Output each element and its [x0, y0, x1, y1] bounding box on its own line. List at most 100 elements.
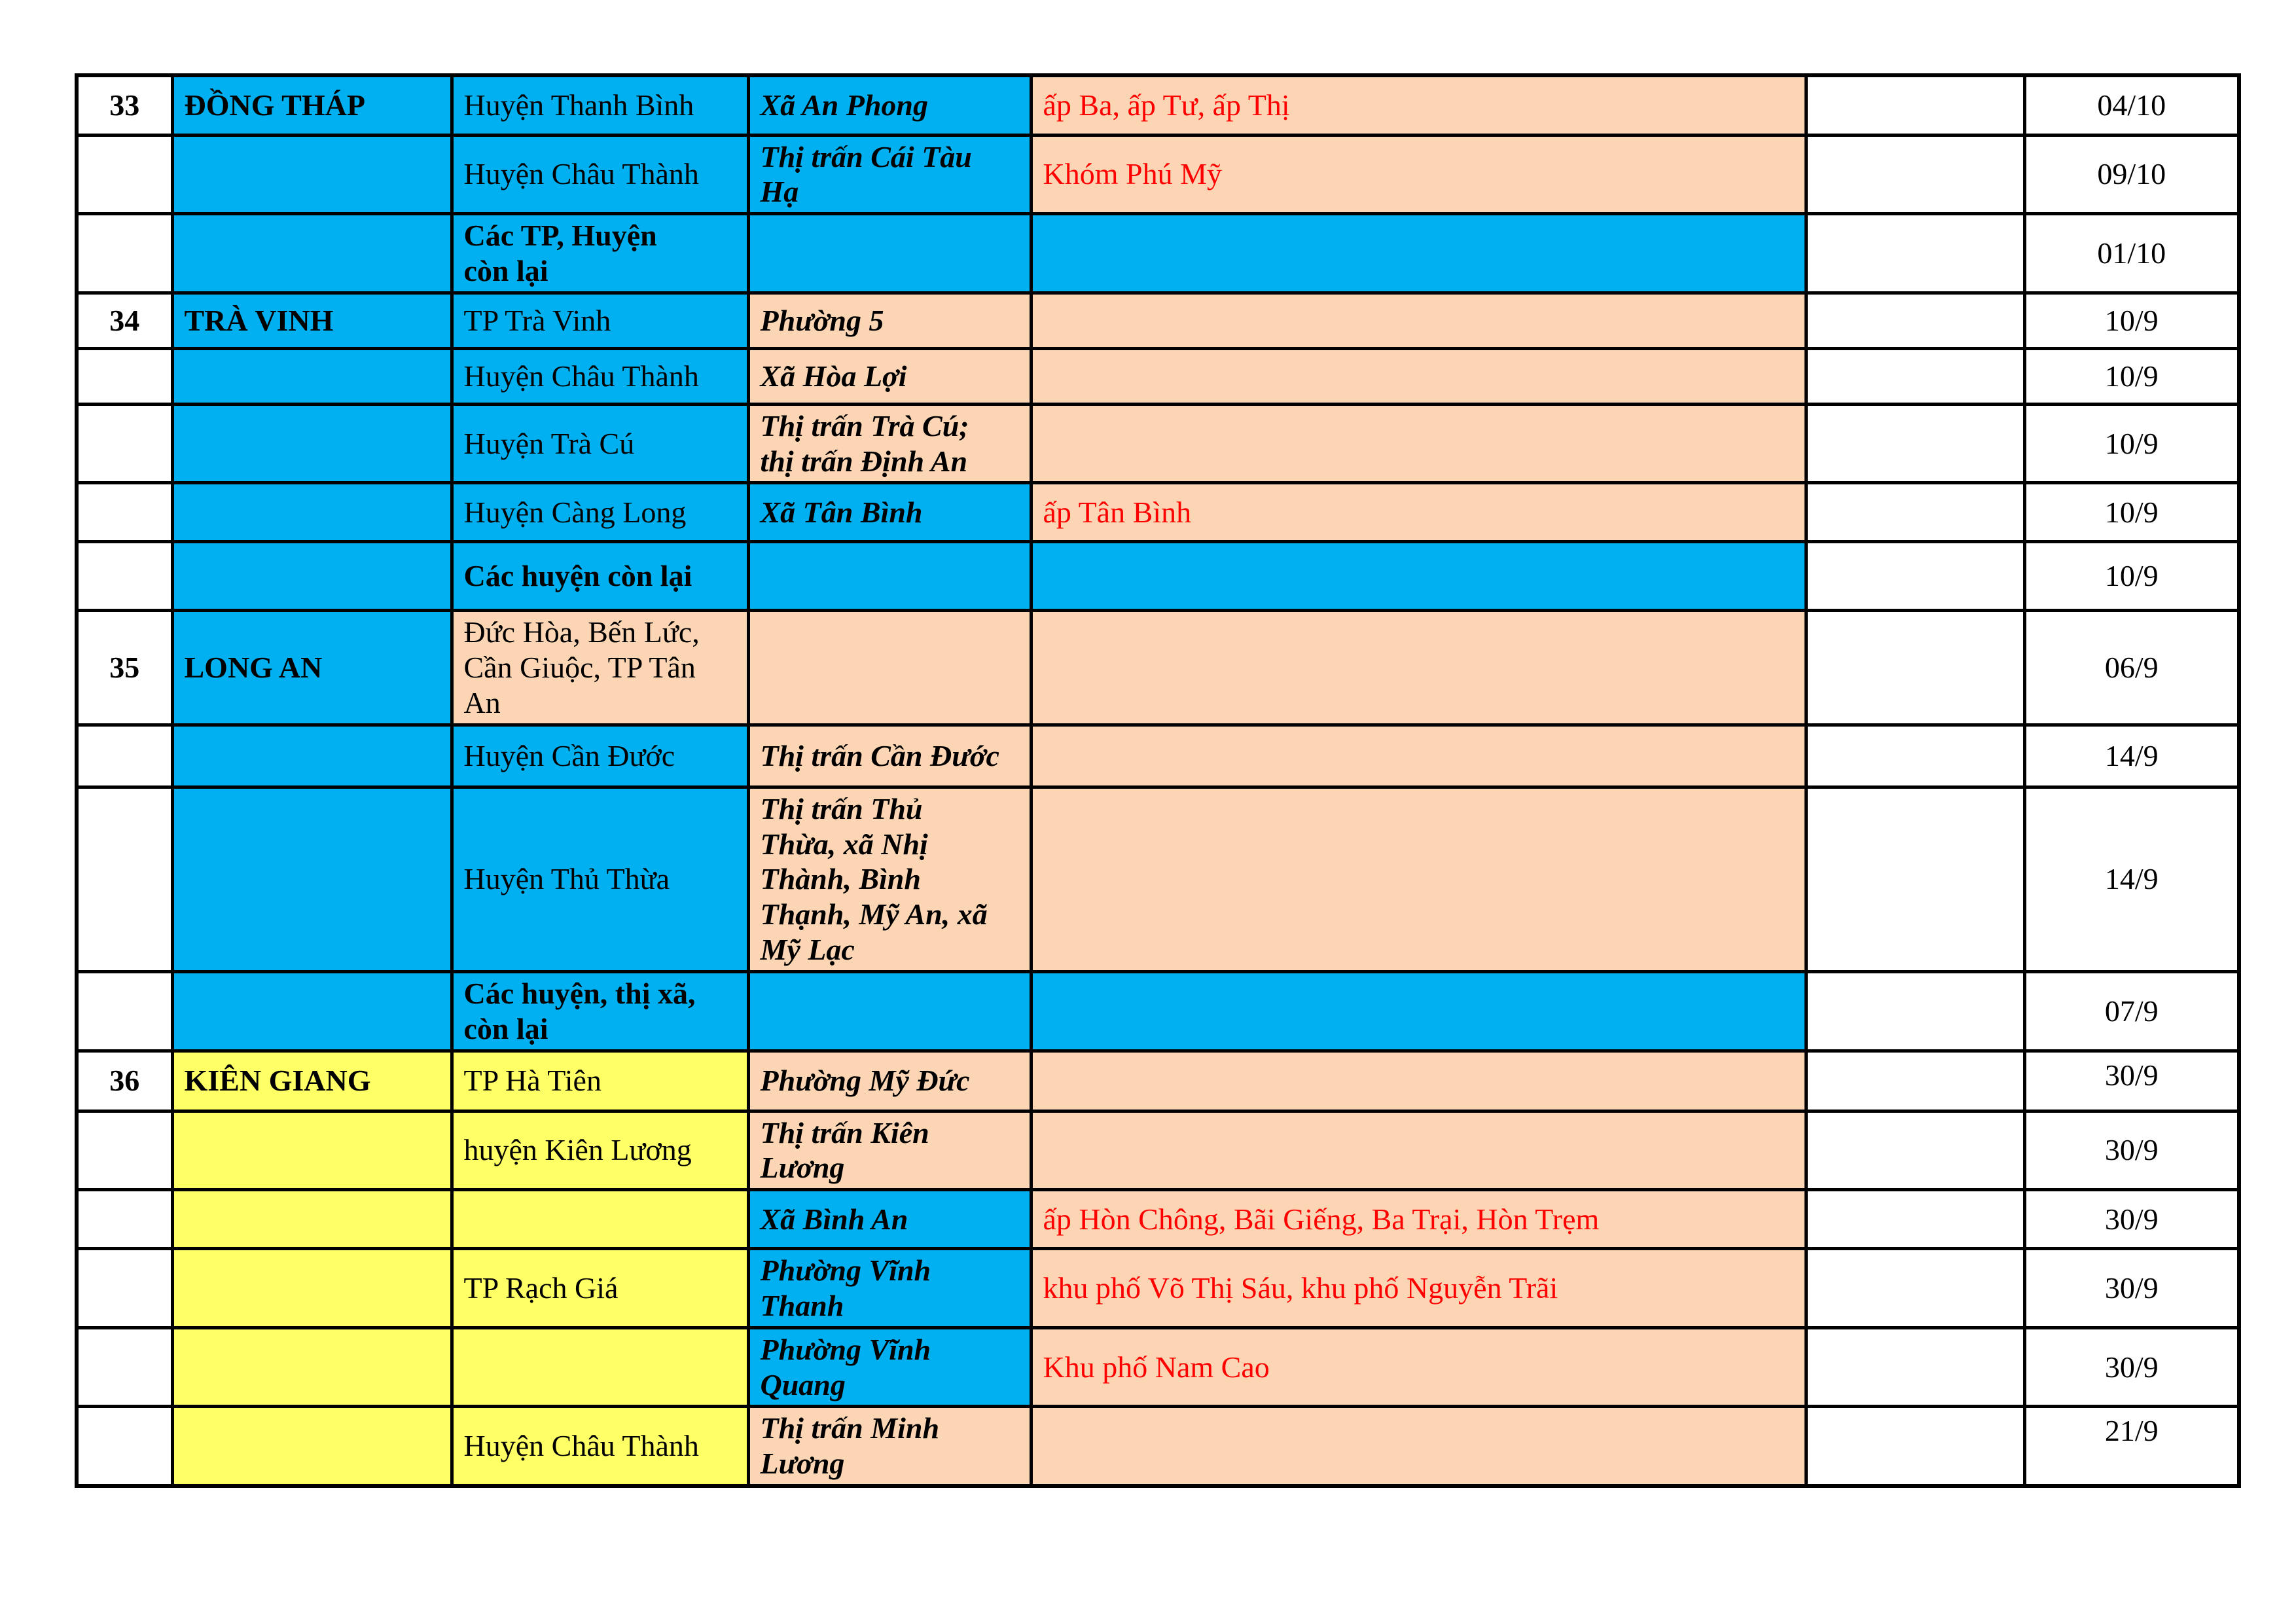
date-cell: 04/10: [2022, 73, 2241, 137]
spacer-cell: [1804, 723, 2026, 789]
table-row: TP Rạch Giá Phường Vĩnh Thanh khu phố Võ…: [75, 1247, 2241, 1329]
spacer-cell: [1804, 346, 2026, 406]
ward-cell: [746, 212, 1033, 295]
ward-cell: Phường Vĩnh Thanh: [746, 1247, 1033, 1329]
date-cell: 06/9: [2022, 609, 2241, 727]
table-row: Các TP, Huyện còn lại 01/10: [75, 212, 2241, 295]
stt-cell: 34: [75, 291, 174, 350]
stt-cell: [75, 1109, 174, 1192]
hamlet-detail-cell: [1029, 723, 1808, 789]
district-cell: Các TP, Huyện còn lại: [450, 212, 750, 295]
district-cell: Huyện Cần Đước: [450, 723, 750, 789]
district-cell: Huyện Càng Long: [450, 481, 750, 544]
table-row: huyện Kiên Lương Thị trấn Kiên Lương 30/…: [75, 1109, 2241, 1192]
province-cell: [170, 540, 454, 613]
province-schedule-table: 33 ĐỒNG THÁP Huyện Thanh Bình Xã An Phon…: [75, 73, 2241, 1488]
hamlet-detail-cell: [1029, 212, 1808, 295]
stt-cell: [75, 346, 174, 406]
date-cell: 10/9: [2022, 346, 2241, 406]
ward-cell: [746, 969, 1033, 1053]
date-cell: 14/9: [2022, 785, 2241, 973]
table-row: Các huyện, thị xã, còn lại 07/9: [75, 969, 2241, 1053]
date-cell: 10/9: [2022, 481, 2241, 544]
hamlet-detail-cell: [1029, 402, 1808, 485]
province-cell: [170, 969, 454, 1053]
hamlet-detail-cell: ấp Hòn Chông, Bãi Giếng, Ba Trại, Hòn Tr…: [1029, 1188, 1808, 1251]
district-cell: Các huyện, thị xã, còn lại: [450, 969, 750, 1053]
stt-cell: [75, 1405, 174, 1488]
stt-cell: [75, 1326, 174, 1409]
table-row: Huyện Châu Thành Xã Hòa Lợi 10/9: [75, 346, 2241, 406]
table-row: Xã Bình An ấp Hòn Chông, Bãi Giếng, Ba T…: [75, 1188, 2241, 1251]
ward-cell: Thị trấn Cần Đước: [746, 723, 1033, 789]
district-cell: [450, 1326, 750, 1409]
ward-cell: Thị trấn Kiên Lương: [746, 1109, 1033, 1192]
date-cell: 10/9: [2022, 402, 2241, 485]
ward-cell: Xã Hòa Lợi: [746, 346, 1033, 406]
table-row: Huyện Trà Cú Thị trấn Trà Cú; thị trấn Đ…: [75, 402, 2241, 485]
spacer-cell: [1804, 969, 2026, 1053]
stt-cell: 33: [75, 73, 174, 137]
stt-cell: [75, 540, 174, 613]
table-row: Huyện Châu Thành Thị trấn Minh Lương 21/…: [75, 1405, 2241, 1488]
spacer-cell: [1804, 481, 2026, 544]
stt-cell: [75, 785, 174, 973]
province-cell: [170, 481, 454, 544]
spacer-cell: [1804, 609, 2026, 727]
date-cell: 07/9: [2022, 969, 2241, 1053]
province-cell: [170, 133, 454, 216]
table-row: Phường Vĩnh Quang Khu phố Nam Cao 30/9: [75, 1326, 2241, 1409]
spacer-cell: [1804, 73, 2026, 137]
province-cell: [170, 1247, 454, 1329]
date-cell: 21/9: [2022, 1405, 2241, 1488]
ward-cell: Thị trấn Trà Cú; thị trấn Định An: [746, 402, 1033, 485]
ward-cell: Thị trấn Minh Lương: [746, 1405, 1033, 1488]
hamlet-detail-cell: ấp Tân Bình: [1029, 481, 1808, 544]
spacer-cell: [1804, 291, 2026, 350]
spacer-cell: [1804, 1405, 2026, 1488]
district-cell: Huyện Châu Thành: [450, 1405, 750, 1488]
hamlet-detail-cell: [1029, 1049, 1808, 1113]
district-cell: TP Rạch Giá: [450, 1247, 750, 1329]
date-cell: 10/9: [2022, 540, 2241, 613]
ward-cell: [746, 540, 1033, 613]
stt-cell: [75, 402, 174, 485]
spacer-cell: [1804, 540, 2026, 613]
stt-cell: 36: [75, 1049, 174, 1113]
hamlet-detail-cell: ấp Ba, ấp Tư, ấp Thị: [1029, 73, 1808, 137]
district-cell: Huyện Châu Thành: [450, 133, 750, 216]
ward-cell: Xã An Phong: [746, 73, 1033, 137]
district-cell: TP Trà Vinh: [450, 291, 750, 350]
spacer-cell: [1804, 133, 2026, 216]
date-cell: 30/9: [2022, 1326, 2241, 1409]
spacer-cell: [1804, 212, 2026, 295]
date-cell: 30/9: [2022, 1247, 2241, 1329]
date-cell: 09/10: [2022, 133, 2241, 216]
spacer-cell: [1804, 1247, 2026, 1329]
date-cell: 30/9: [2022, 1109, 2241, 1192]
date-cell: 01/10: [2022, 212, 2241, 295]
spacer-cell: [1804, 1326, 2026, 1409]
hamlet-detail-cell: [1029, 1405, 1808, 1488]
table-row: Huyện Châu Thành Thị trấn Cái Tàu Hạ Khó…: [75, 133, 2241, 216]
hamlet-detail-cell: [1029, 785, 1808, 973]
province-cell: [170, 1188, 454, 1251]
table-row: Huyện Cần Đước Thị trấn Cần Đước 14/9: [75, 723, 2241, 789]
province-cell: [170, 1326, 454, 1409]
district-cell: Huyện Châu Thành: [450, 346, 750, 406]
table-row: 33 ĐỒNG THÁP Huyện Thanh Bình Xã An Phon…: [75, 73, 2241, 137]
spacer-cell: [1804, 1109, 2026, 1192]
table-row: Huyện Thủ Thừa Thị trấn Thủ Thừa, xã Nhị…: [75, 785, 2241, 973]
hamlet-detail-cell: [1029, 969, 1808, 1053]
ward-cell: Xã Bình An: [746, 1188, 1033, 1251]
district-cell: TP Hà Tiên: [450, 1049, 750, 1113]
hamlet-detail-cell: [1029, 346, 1808, 406]
province-cell: [170, 1405, 454, 1488]
province-cell: TRÀ VINH: [170, 291, 454, 350]
ward-cell: Thị trấn Thủ Thừa, xã Nhị Thành, Bình Th…: [746, 785, 1033, 973]
hamlet-detail-cell: [1029, 540, 1808, 613]
district-cell: Huyện Thanh Bình: [450, 73, 750, 137]
hamlet-detail-cell: khu phố Võ Thị Sáu, khu phố Nguyễn Trãi: [1029, 1247, 1808, 1329]
stt-cell: [75, 1188, 174, 1251]
